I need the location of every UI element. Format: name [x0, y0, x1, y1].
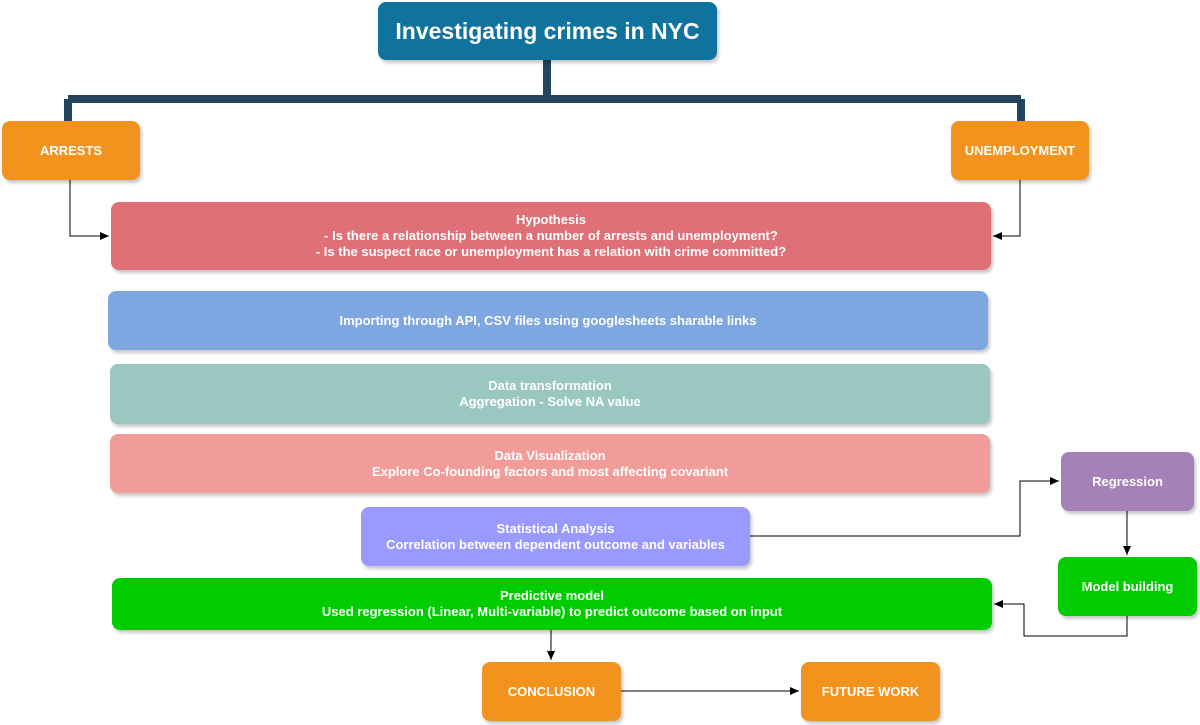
- regression-label: Regression: [1092, 473, 1163, 489]
- statistical-detail: Correlation between dependent outcome an…: [386, 536, 725, 552]
- transformation-detail: Aggregation - Solve NA value: [459, 394, 641, 409]
- model-to-predictive-connector: [994, 600, 1128, 637]
- regression-node: Regression: [1061, 452, 1194, 511]
- model-building-label: Model building: [1081, 578, 1174, 594]
- statistical-to-regression-connector: [750, 477, 1059, 537]
- predictive-detail: Used regression (Linear, Multi-variable)…: [321, 604, 783, 619]
- statistical-heading: Statistical Analysis: [496, 520, 615, 536]
- hypothesis-heading: Hypothesis: [515, 212, 587, 227]
- future-work-node: FUTURE WORK: [801, 662, 940, 721]
- statistical-analysis-node: Statistical Analysis Correlation between…: [361, 507, 750, 566]
- unemployment-label: UNEMPLOYMENT: [964, 142, 1076, 158]
- unemployment-to-hypothesis-connector: [993, 180, 1021, 240]
- visualization-heading: Data Visualization: [494, 447, 606, 463]
- predictive-model-node: Predictive model Used regression (Linear…: [112, 578, 992, 630]
- arrests-label: ARRESTS: [39, 142, 103, 158]
- import-node: Importing through API, CSV files using g…: [108, 291, 988, 350]
- transformation-heading: Data transformation: [488, 378, 612, 393]
- unemployment-node: UNEMPLOYMENT: [951, 121, 1089, 180]
- transformation-node: Data transformation Aggregation - Solve …: [110, 364, 990, 424]
- conclusion-node: CONCLUSION: [482, 662, 621, 721]
- diagram-title-text: Investigating crimes in NYC: [395, 18, 700, 44]
- arrests-to-hypothesis-connector: [69, 180, 109, 240]
- hypothesis-node: Hypothesis - Is there a relationship bet…: [111, 202, 991, 270]
- visualization-node: Data Visualization Explore Co-founding f…: [110, 434, 990, 493]
- title-bracket: [64, 60, 1025, 121]
- predictive-heading: Predictive model: [499, 588, 605, 603]
- hypothesis-question-1: - Is there a relationship between a numb…: [324, 228, 778, 243]
- conclusion-label: CONCLUSION: [507, 683, 596, 699]
- diagram-title: Investigating crimes in NYC: [378, 2, 717, 60]
- hypothesis-question-2: - Is the suspect race or unemployment ha…: [315, 244, 787, 259]
- arrests-node: ARRESTS: [2, 121, 140, 180]
- import-label: Importing through API, CSV files using g…: [339, 312, 757, 328]
- future-work-label: FUTURE WORK: [821, 683, 920, 699]
- model-building-node: Model building: [1058, 557, 1197, 616]
- visualization-detail: Explore Co-founding factors and most aff…: [371, 463, 729, 479]
